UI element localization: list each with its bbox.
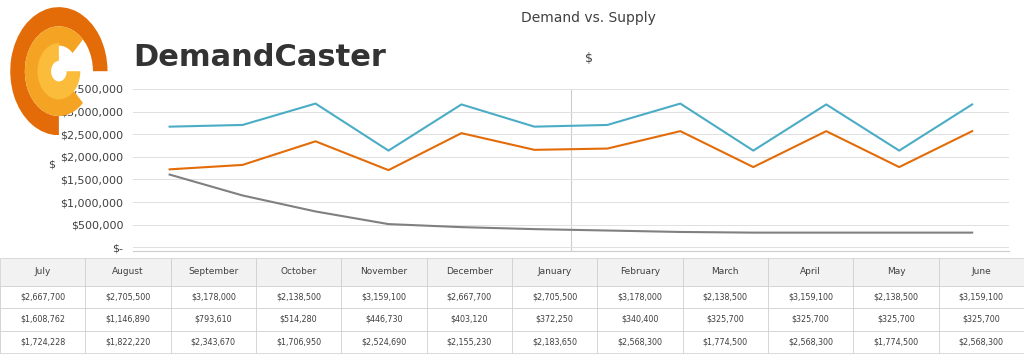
Wedge shape <box>25 26 83 116</box>
Wedge shape <box>10 7 108 135</box>
Text: 2015: 2015 <box>338 274 366 284</box>
Text: DemandCaster: DemandCaster <box>133 43 386 72</box>
Text: 2016: 2016 <box>776 274 804 284</box>
Wedge shape <box>38 43 80 99</box>
Text: Demand vs. Supply: Demand vs. Supply <box>521 11 656 25</box>
Text: $: $ <box>585 52 593 65</box>
Y-axis label: $: $ <box>48 160 55 170</box>
